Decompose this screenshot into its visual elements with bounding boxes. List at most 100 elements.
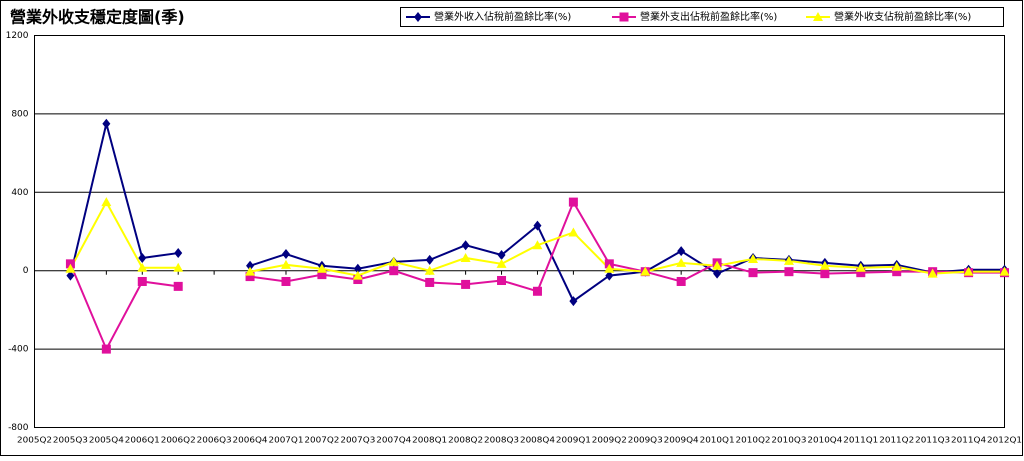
legend-label: 營業外支出佔稅前盈餘比率(%) <box>640 10 777 23</box>
marker <box>352 270 363 280</box>
marker <box>748 253 759 263</box>
marker <box>963 266 974 276</box>
marker <box>568 197 578 207</box>
marker <box>497 276 507 285</box>
marker <box>389 266 399 276</box>
marker <box>101 344 111 354</box>
y-tick-label: 800 <box>11 109 28 119</box>
marker <box>532 286 542 296</box>
marker <box>424 265 435 275</box>
x-tick-label: 2007Q1 <box>268 436 303 445</box>
marker <box>784 267 794 277</box>
marker <box>353 263 362 274</box>
marker <box>619 12 629 22</box>
marker <box>281 249 290 260</box>
series-line <box>69 123 1005 303</box>
marker <box>712 260 723 270</box>
marker <box>856 268 866 278</box>
marker <box>497 250 506 261</box>
x-tick-label: 2009Q1 <box>556 436 591 445</box>
marker <box>927 268 938 278</box>
marker <box>820 269 830 279</box>
marker <box>892 267 902 277</box>
marker <box>568 227 579 237</box>
y-tick-label: 400 <box>11 188 28 198</box>
marker <box>496 258 507 268</box>
legend-label: 營業外收支佔稅前盈餘比率(%) <box>834 10 971 23</box>
marker <box>137 276 147 286</box>
marker <box>813 12 823 21</box>
marker <box>713 268 722 279</box>
plot-area <box>34 35 1005 428</box>
x-tick-label: 2006Q2 <box>161 436 196 445</box>
x-tick-label: 2010Q2 <box>736 436 771 445</box>
x-tick-label: 2007Q4 <box>376 436 411 445</box>
marker <box>174 248 183 259</box>
marker <box>245 272 255 282</box>
x-tick-label: 2005Q2 <box>17 436 52 445</box>
marker <box>280 259 291 269</box>
marker <box>676 257 687 267</box>
marker <box>640 266 651 276</box>
x-tick-label: 2007Q3 <box>340 436 375 445</box>
series-line <box>69 199 1005 352</box>
x-tick-label: 2008Q4 <box>520 436 555 445</box>
x-tick-label: 2009Q2 <box>592 436 627 445</box>
x-tick-label: 2005Q4 <box>89 436 124 445</box>
marker <box>281 276 291 286</box>
marker <box>783 255 794 265</box>
marker <box>138 252 147 263</box>
x-tick-label: 2008Q2 <box>448 436 483 445</box>
marker <box>460 252 471 262</box>
marker <box>102 118 111 129</box>
x-tick-label: 2010Q4 <box>807 436 842 445</box>
legend-box <box>400 7 1004 27</box>
marker <box>569 296 578 307</box>
marker <box>532 240 543 250</box>
x-tick-label: 2011Q2 <box>879 436 914 445</box>
marker <box>317 270 327 280</box>
marker <box>461 240 470 251</box>
marker <box>425 277 435 287</box>
marker <box>173 281 183 291</box>
series-line <box>69 200 1005 277</box>
marker <box>891 261 902 271</box>
x-tick-label: 2005Q3 <box>53 436 88 445</box>
x-tick-label: 2011Q3 <box>915 436 950 445</box>
y-tick-label: 0 <box>23 266 29 276</box>
y-tick-label: -800 <box>8 423 29 433</box>
marker <box>677 246 686 257</box>
x-tick-label: 2011Q4 <box>951 436 986 445</box>
marker <box>388 256 399 266</box>
chart-title: 營業外收支穩定度圖(季) <box>10 8 185 27</box>
x-tick-label: 2009Q3 <box>628 436 663 445</box>
x-tick-label: 2008Q3 <box>484 436 519 445</box>
marker <box>414 12 422 22</box>
marker <box>425 254 434 265</box>
x-tick-label: 2010Q1 <box>700 436 735 445</box>
y-tick-label: 1200 <box>6 31 29 41</box>
marker <box>748 268 758 278</box>
x-tick-label: 2011Q1 <box>843 436 878 445</box>
marker <box>605 270 614 281</box>
x-tick-label: 2009Q4 <box>664 436 699 445</box>
x-tick-label: 2008Q1 <box>412 436 447 445</box>
x-tick-label: 2007Q2 <box>304 436 339 445</box>
marker <box>66 270 75 281</box>
x-tick-label: 2012Q1 <box>987 436 1022 445</box>
marker <box>65 263 76 273</box>
marker <box>246 260 255 271</box>
marker <box>533 220 542 231</box>
legend-label: 營業外收入佔稅前盈餘比率(%) <box>434 10 571 23</box>
x-tick-label: 2006Q4 <box>233 436 268 445</box>
marker <box>316 263 327 273</box>
marker <box>604 263 615 273</box>
marker <box>855 262 866 272</box>
marker <box>819 260 830 270</box>
x-tick-label: 2006Q1 <box>125 436 160 445</box>
y-tick-label: -400 <box>8 345 29 355</box>
x-tick-label: 2010Q3 <box>771 436 806 445</box>
marker <box>999 266 1010 276</box>
x-tick-label: 2006Q3 <box>197 436 232 445</box>
